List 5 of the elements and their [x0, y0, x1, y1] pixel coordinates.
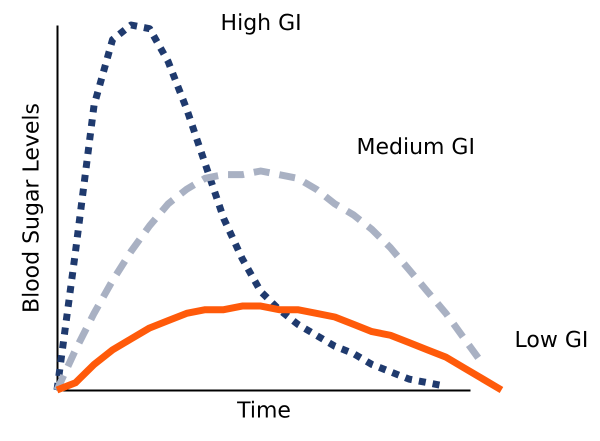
series-label: Low GI [514, 328, 588, 353]
y-axis-title: Blood Sugar Levels [20, 102, 44, 314]
x-axis-title: Time [236, 398, 291, 424]
text: High GI [220, 11, 302, 36]
text: Medium GI [356, 135, 475, 160]
